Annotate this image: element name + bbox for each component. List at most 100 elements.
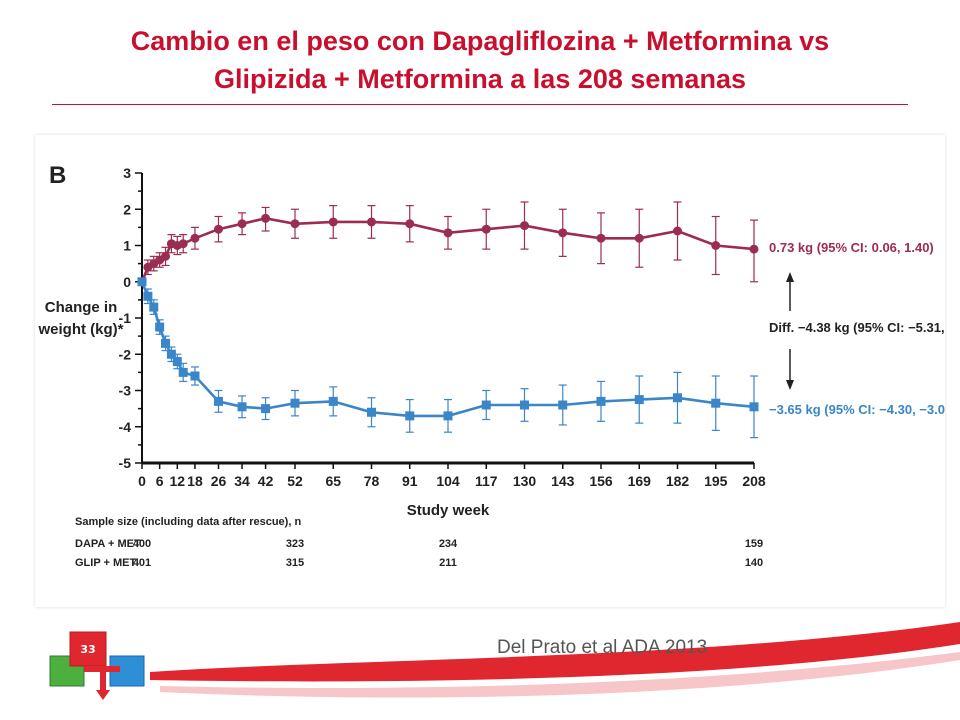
glip-point <box>190 371 200 381</box>
difference-arrows <box>786 272 794 390</box>
x-tick-label: 52 <box>287 473 303 489</box>
x-tick-label: 18 <box>187 473 203 489</box>
x-tick-label: 26 <box>211 473 227 489</box>
x-tick-label: 12 <box>170 473 186 489</box>
logo-red-square <box>69 631 107 667</box>
sample-value: 140 <box>745 557 763 569</box>
pink-swoosh <box>160 652 960 698</box>
dapa-point <box>596 233 606 243</box>
glip-point <box>481 400 491 410</box>
dapa-point <box>290 219 300 229</box>
sample-size-title: Sample size (including data after rescue… <box>75 516 301 528</box>
glip-point <box>405 411 415 421</box>
y-tick-label: -2 <box>119 346 132 362</box>
x-tick-label: 65 <box>325 473 341 489</box>
x-tick-label: 130 <box>513 473 537 489</box>
y-tick-label: 3 <box>123 165 131 181</box>
glip-point <box>214 396 223 406</box>
sample-value: 315 <box>286 557 304 569</box>
sample-value: 159 <box>745 538 763 550</box>
glip-point <box>143 291 153 301</box>
glip-point <box>237 402 247 412</box>
red-swoosh <box>150 622 960 682</box>
glip-point <box>261 404 271 414</box>
sample-value: 234 <box>439 538 458 550</box>
dapa-point <box>443 228 453 238</box>
y-tick-label: 1 <box>123 238 131 254</box>
glip-point <box>443 411 453 421</box>
dapa-series <box>137 201 759 287</box>
x-tick-label: 42 <box>258 473 274 489</box>
dapa-annotation: 0.73 kg (95% CI: 0.06, 1.40) <box>769 240 934 255</box>
sample-row-label: DAPA + MET <box>75 538 141 550</box>
x-tick-label: 143 <box>551 473 575 489</box>
glip-point <box>558 400 568 410</box>
dapa-point <box>749 244 759 254</box>
sample-value: 401 <box>133 557 151 569</box>
citation: Del Prato et al ADA 2013 <box>497 637 708 658</box>
dapa-point <box>673 226 682 236</box>
dapa-point <box>520 221 529 231</box>
dapa-point <box>178 239 188 249</box>
y-tick-label: 0 <box>123 274 131 290</box>
bottom-decoration <box>49 622 960 700</box>
sample-value: 400 <box>133 538 151 550</box>
x-tick-label: 182 <box>666 473 690 489</box>
dapa-point <box>405 219 415 229</box>
glip-point <box>634 395 644 405</box>
glip-point <box>520 400 529 410</box>
x-tick-label: 104 <box>436 473 460 489</box>
slide-title-line-2: Glipizida + Metformina a las 208 semanas <box>214 64 746 94</box>
x-tick-label: 6 <box>156 473 164 489</box>
dapa-point <box>190 233 200 243</box>
x-axis-label: Study week <box>407 502 490 519</box>
dapa-point <box>161 251 171 261</box>
glip-point <box>328 396 338 406</box>
y-tick-label: -1 <box>119 310 132 326</box>
x-tick-label: 117 <box>475 473 498 489</box>
glip-point <box>149 302 159 312</box>
logo-red-stem <box>100 666 106 690</box>
glip-point <box>367 407 376 417</box>
glip-annotation: −3.65 kg (95% CI: −4.30, −3.01) <box>769 402 945 417</box>
sample-value: 323 <box>286 538 304 550</box>
x-tick-label: 0 <box>138 473 146 489</box>
glip-line <box>140 281 755 418</box>
glip-point <box>137 277 147 287</box>
glip-point <box>155 322 165 332</box>
y-tick-label: -4 <box>119 419 132 435</box>
dapa-point <box>634 233 644 243</box>
slide-title-line-1: Cambio en el peso con Dapagliflozina + M… <box>130 26 830 56</box>
slide-title: Cambio en el peso con Dapagliflozina + M… <box>20 22 940 98</box>
glip-point <box>166 349 176 359</box>
dapa-point <box>481 224 491 234</box>
x-tick-label: 169 <box>628 473 652 489</box>
dapa-point <box>558 228 568 238</box>
glip-point <box>749 402 759 412</box>
y-axis-label-line-2: weight (kg)* <box>38 321 124 338</box>
logo-arrow-icon <box>96 690 110 700</box>
sample-value: 211 <box>439 557 457 569</box>
difference-annotation: Diff. −4.38 kg (95% CI: −5.31, −3.46) <box>769 320 945 335</box>
glip-point <box>711 398 721 408</box>
dapa-point <box>328 217 338 227</box>
dapa-point <box>261 213 271 223</box>
panel-label: B <box>49 162 66 189</box>
x-tick-label: 156 <box>589 473 613 489</box>
dapa-point <box>237 219 247 229</box>
series-layer <box>137 201 759 439</box>
dapa-point <box>367 217 376 227</box>
glip-point <box>161 338 171 348</box>
y-tick-label: -5 <box>119 455 132 471</box>
y-axis-label-line-1: Change in <box>45 299 118 316</box>
x-tick-label: 195 <box>704 473 728 489</box>
sample-row-label: GLIP + MET <box>75 557 137 569</box>
glip-point <box>178 367 188 377</box>
dapa-point <box>214 224 223 234</box>
glip-point <box>596 396 606 406</box>
weight-change-chart: B Change in weight (kg)* 3 2 1 0 -1 -2 -3 -4 -5 0… <box>38 162 946 569</box>
x-tick-label: 78 <box>364 473 380 489</box>
dapa-point <box>711 241 721 250</box>
